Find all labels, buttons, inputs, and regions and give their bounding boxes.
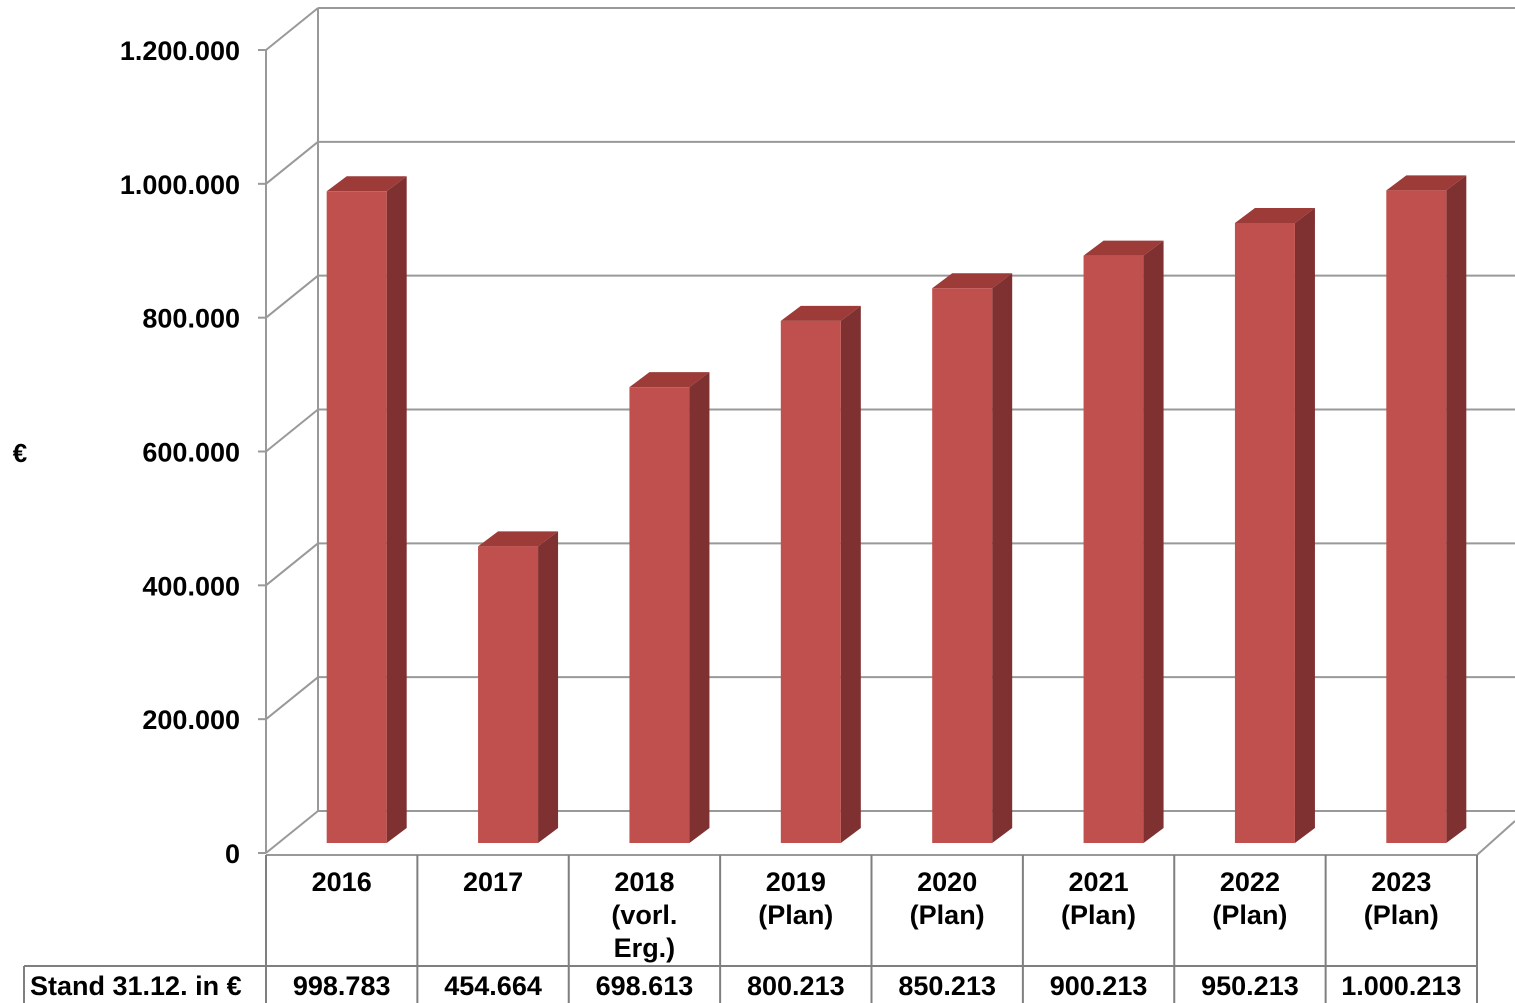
grid-layer (265, 7, 1515, 856)
y-tick-label: 200.000 (142, 705, 240, 735)
x-category-label: 2018 (614, 867, 674, 897)
gridline-diagonal (265, 542, 319, 587)
table-value-cell: 800.213 (747, 971, 845, 1001)
bar-side-face (1143, 240, 1164, 843)
bar-side-face (538, 531, 559, 843)
bar-front-face (1234, 222, 1295, 843)
y-tick-label: 400.000 (142, 571, 240, 601)
bar-side-face (1446, 175, 1467, 843)
y-axis-unit-label: € (13, 438, 27, 468)
table-value-cell: 998.783 (293, 971, 391, 1001)
bar-2016 (326, 176, 407, 844)
bar-top-face (1234, 207, 1315, 223)
bar-side-face (386, 176, 407, 844)
gridline-diagonal (265, 676, 319, 720)
x-category-label: (vorl. (611, 900, 677, 930)
data-table: Stand 31.12. in € 2016 998.783 2017 454.664 2… (23, 855, 1478, 1003)
table-value-cell: 1.000.213 (1341, 971, 1461, 1001)
x-category-label: 2017 (463, 867, 523, 897)
bar-top-face (932, 273, 1013, 289)
gridline-diagonal (265, 408, 319, 453)
x-category-label: 2021 (1069, 867, 1129, 897)
table-value-cell: 850.213 (898, 971, 996, 1001)
table-value-cell: 454.664 (444, 971, 542, 1001)
bar-front-face (1386, 190, 1447, 843)
bar-front-face (932, 288, 993, 843)
x-category-label: (Plan) (1061, 900, 1136, 930)
gridline-diagonal (265, 810, 319, 854)
bar-2019 (780, 305, 861, 843)
y-tick-label: 600.000 (142, 438, 240, 468)
table-value-cell: 900.213 (1050, 971, 1148, 1001)
bar-front-face (1083, 255, 1144, 843)
x-category-label: 2022 (1220, 867, 1280, 897)
bar-side-face (992, 273, 1013, 843)
bar-layer (326, 175, 1467, 844)
x-category-label: 2023 (1371, 867, 1431, 897)
bar-front-face (478, 546, 539, 843)
bar-front-face (326, 191, 387, 844)
bar-top-face (1083, 240, 1164, 256)
table-value-cell: 950.213 (1201, 971, 1299, 1001)
table-series-label: Stand 31.12. in € (30, 971, 242, 1001)
gridline-diagonal (265, 274, 319, 319)
bar-2020 (932, 273, 1013, 843)
y-tick-label: 800.000 (142, 304, 240, 334)
y-axis: 0 200.000 400.000 600.000 800.000 1.000.000 1.… (120, 36, 267, 869)
x-category-label: Erg.) (614, 933, 676, 963)
x-category-label: 2020 (917, 867, 977, 897)
gridline-diagonal (265, 141, 319, 185)
table-value-cell: 698.613 (596, 971, 694, 1001)
bar-top-face (629, 372, 710, 388)
x-category-label: (Plan) (1212, 900, 1287, 930)
y-tick-label: 0 (225, 839, 240, 869)
bar-top-face (1386, 175, 1467, 191)
bar-2021 (1083, 240, 1164, 843)
bar-2018 (629, 372, 710, 843)
bar-side-face (1294, 207, 1315, 843)
bar-2022 (1234, 207, 1315, 843)
bar-2017 (478, 531, 559, 843)
bar-front-face (780, 320, 841, 843)
x-category-label: 2016 (312, 867, 372, 897)
bar-top-face (326, 176, 407, 192)
y-tick-label: 1.200.000 (120, 36, 240, 66)
bar-2023 (1386, 175, 1467, 843)
floor-right-edge (1476, 820, 1515, 856)
bar-side-face (689, 372, 710, 843)
x-category-label: (Plan) (758, 900, 833, 930)
bar-front-face (629, 387, 690, 843)
gridline-diagonal (265, 7, 319, 51)
bar-side-face (840, 305, 861, 843)
x-category-label: (Plan) (910, 900, 985, 930)
bar-top-face (478, 531, 559, 547)
x-category-label: (Plan) (1364, 900, 1439, 930)
bar-top-face (780, 305, 861, 321)
y-tick-label: 1.000.000 (120, 170, 240, 200)
x-category-label: 2019 (766, 867, 826, 897)
